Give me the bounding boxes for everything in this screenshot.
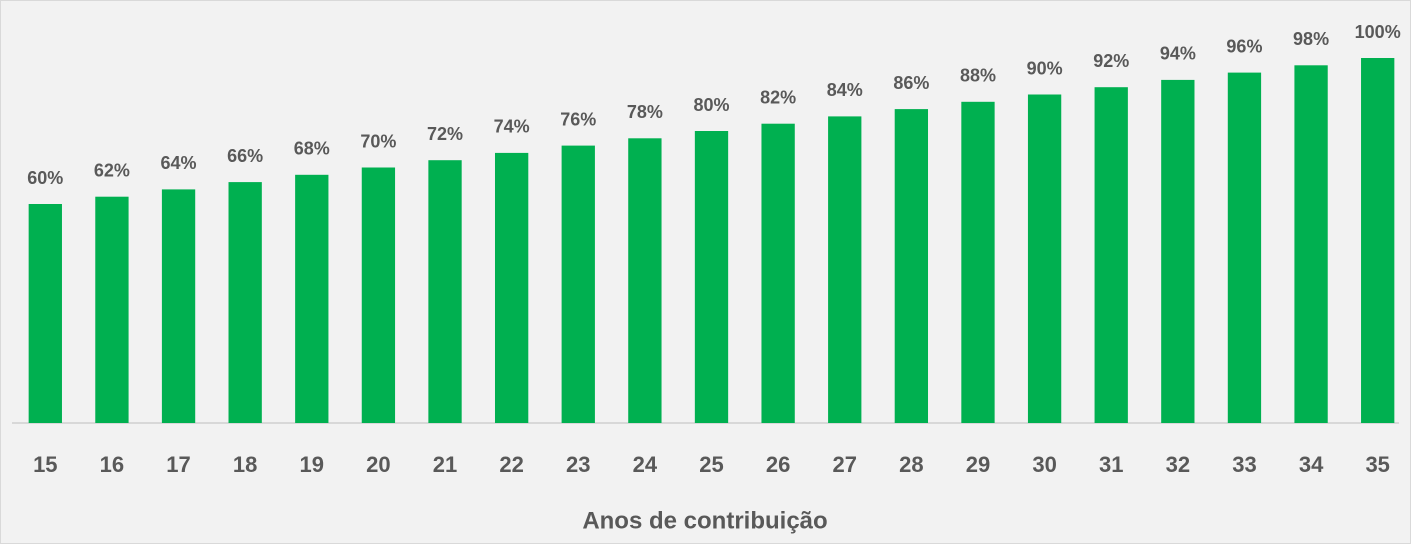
value-label: 62% [94,160,130,180]
value-label: 64% [161,153,197,173]
bar [961,101,995,424]
value-label: 92% [1093,51,1129,71]
bar [28,204,62,423]
x-tick-label: 19 [300,452,324,477]
bar [828,116,862,424]
x-tick-label: 24 [633,452,658,477]
x-tick-label: 23 [566,452,590,477]
x-axis-title: Anos de contribuição [582,507,827,534]
value-label: 72% [427,124,463,144]
bar [295,174,329,423]
bar [628,138,662,424]
bar [361,167,396,423]
value-label: 84% [827,80,863,100]
bar [1161,79,1195,424]
value-label: 90% [1027,58,1063,78]
bar [494,152,529,423]
bar [894,109,929,423]
bar [228,182,262,423]
x-tick-label: 32 [1166,452,1190,477]
value-label: 98% [1293,29,1329,49]
value-label: 78% [627,102,663,122]
bar [428,160,462,423]
value-label: 74% [494,117,530,137]
x-tick-label: 34 [1299,452,1324,477]
value-label: 80% [693,95,729,115]
bar [1361,58,1395,423]
bar [694,131,729,423]
x-tick-label: 35 [1365,452,1389,477]
value-label: 66% [227,146,263,166]
bar [561,145,595,423]
x-tick-label: 21 [433,452,457,477]
x-tick-label: 16 [100,452,124,477]
value-label: 76% [560,109,596,129]
value-label: 70% [360,131,396,151]
bar [1027,94,1062,423]
value-label: 82% [760,87,796,107]
x-tick-label: 18 [233,452,257,477]
x-tick-label: 20 [366,452,390,477]
x-tick-label: 15 [33,452,57,477]
value-label: 96% [1226,36,1262,56]
x-tick-label: 17 [166,452,190,477]
x-tick-label: 33 [1232,452,1256,477]
x-tick-label: 29 [966,452,990,477]
value-label: 100% [1355,22,1401,42]
value-label: 94% [1160,44,1196,64]
value-label: 86% [893,73,929,93]
x-tick-label: 31 [1099,452,1123,477]
bar [161,189,196,423]
x-tick-label: 28 [899,452,923,477]
x-tick-label: 25 [699,452,723,477]
bar [1094,87,1128,423]
x-tick-label: 26 [766,452,790,477]
x-tick-label: 27 [832,452,856,477]
value-label: 60% [27,168,63,188]
x-tick-label: 22 [499,452,523,477]
bar [1294,65,1328,424]
bar [1227,72,1262,423]
bar [761,123,795,423]
x-tick-label: 30 [1032,452,1056,477]
bar [95,196,129,423]
value-label: 88% [960,66,996,86]
value-label: 68% [294,139,330,159]
